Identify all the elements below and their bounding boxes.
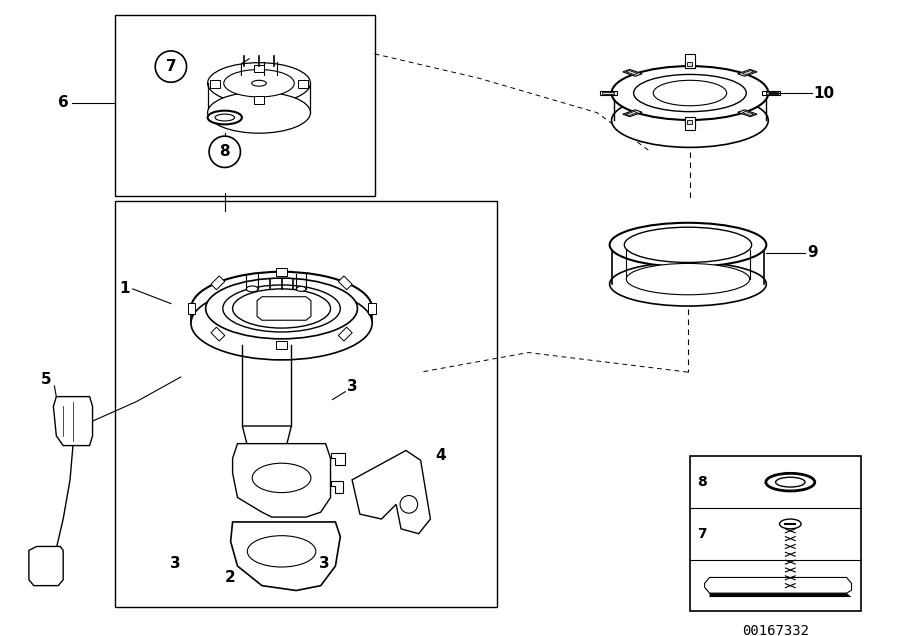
Ellipse shape [626,263,750,294]
Polygon shape [623,69,642,76]
Polygon shape [766,92,778,94]
Polygon shape [352,450,430,534]
Ellipse shape [252,463,310,493]
Ellipse shape [766,473,814,491]
Text: 2: 2 [224,570,235,585]
Circle shape [209,136,240,167]
Text: 7: 7 [697,527,706,541]
Bar [298,80,308,88]
Ellipse shape [224,69,294,97]
Text: 4: 4 [435,448,446,463]
Text: 3: 3 [320,556,330,570]
Polygon shape [688,120,692,124]
Text: 8: 8 [220,144,230,159]
Polygon shape [626,111,637,116]
Polygon shape [738,110,757,116]
Polygon shape [211,327,225,341]
Polygon shape [211,276,225,290]
Polygon shape [187,303,195,314]
Polygon shape [242,426,292,446]
Polygon shape [230,522,340,590]
Ellipse shape [612,66,769,120]
Polygon shape [338,327,352,341]
Text: 6: 6 [58,95,68,110]
Polygon shape [705,577,851,593]
Ellipse shape [247,286,258,292]
Polygon shape [626,71,637,74]
Bar [254,65,264,73]
Ellipse shape [208,92,310,133]
Text: 1: 1 [120,281,130,296]
Polygon shape [330,453,346,465]
Ellipse shape [609,262,766,306]
Bar [115,201,497,607]
Ellipse shape [609,223,766,267]
Text: 3: 3 [170,556,181,570]
Ellipse shape [779,519,801,529]
Polygon shape [53,397,93,446]
Bar [210,80,220,88]
Polygon shape [599,92,617,95]
Bar [685,54,695,67]
Polygon shape [685,118,695,125]
Ellipse shape [296,286,306,291]
Text: 10: 10 [814,85,834,100]
Ellipse shape [612,93,769,148]
Ellipse shape [653,80,726,106]
Text: 5: 5 [41,373,52,387]
Bar [690,457,861,611]
Ellipse shape [208,111,242,125]
Polygon shape [368,303,375,314]
Polygon shape [275,341,287,349]
Polygon shape [623,110,642,116]
Ellipse shape [625,227,751,263]
Bar [254,96,264,104]
Ellipse shape [206,278,357,339]
Polygon shape [742,71,754,74]
Ellipse shape [248,536,316,567]
Text: 3: 3 [346,379,357,394]
Polygon shape [257,297,310,321]
Ellipse shape [634,74,746,112]
Text: 00167332: 00167332 [742,624,809,636]
Circle shape [400,495,418,513]
Ellipse shape [208,63,310,104]
Polygon shape [330,481,343,493]
Ellipse shape [252,80,266,86]
Bar [685,116,695,130]
Polygon shape [688,62,692,66]
Polygon shape [275,268,287,276]
Polygon shape [232,444,330,517]
Text: 9: 9 [807,245,818,260]
Circle shape [155,51,186,82]
Ellipse shape [191,286,372,360]
Bar [115,15,374,196]
Polygon shape [685,62,695,67]
Polygon shape [709,593,851,597]
Ellipse shape [232,289,330,328]
Polygon shape [338,276,352,290]
Polygon shape [742,111,754,116]
Polygon shape [738,69,757,76]
Polygon shape [762,92,780,95]
Text: 8: 8 [697,475,706,489]
Ellipse shape [776,477,805,487]
Text: 7: 7 [166,59,176,74]
Ellipse shape [223,285,340,332]
Polygon shape [29,546,63,586]
Polygon shape [602,92,614,94]
Ellipse shape [191,272,372,345]
Ellipse shape [215,114,235,121]
